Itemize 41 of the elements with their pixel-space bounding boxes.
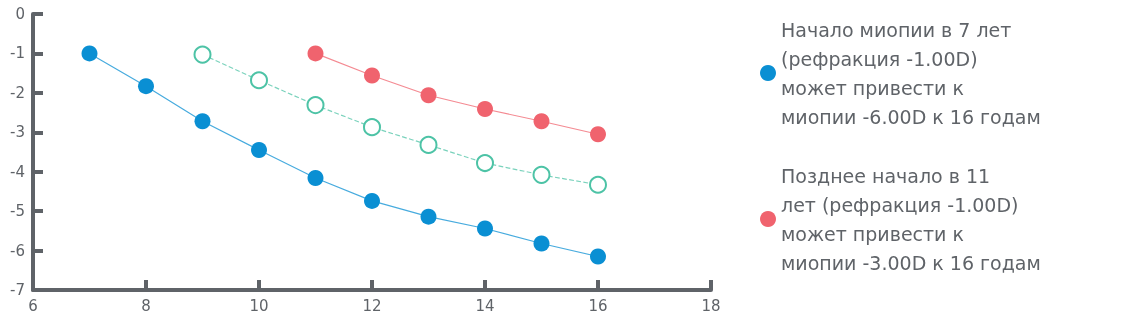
- x-tick-label: 8: [141, 296, 151, 315]
- y-tick-label: -3: [10, 123, 25, 142]
- y-tick-label: -2: [10, 83, 25, 102]
- point: [477, 101, 493, 118]
- y-tick-label: -6: [10, 241, 25, 260]
- y-tick-label: -1: [10, 44, 25, 63]
- point: [590, 248, 606, 265]
- point: [138, 78, 154, 95]
- y-tick-label: -4: [10, 162, 25, 181]
- point: [363, 118, 381, 137]
- legend-label: Позднее начало в 11 лет (рефракция -1.00D) может привести к миопии -3.00D к 16 годам: [781, 164, 1041, 274]
- point: [419, 135, 438, 154]
- legend-label: Начало миопии в 7 лет (рефракция -1.00D) может привести к миопии -6.00D к 16 годам: [781, 18, 1041, 128]
- point: [307, 45, 324, 62]
- point: [533, 235, 550, 252]
- point: [533, 113, 550, 130]
- x-tick-label: 14: [475, 296, 495, 315]
- y-tick-label: 0: [15, 5, 25, 23]
- point: [193, 45, 212, 64]
- point: [476, 154, 494, 173]
- point: [194, 113, 211, 130]
- x-tick-label: 10: [249, 296, 269, 315]
- point: [420, 208, 437, 225]
- point: [364, 192, 380, 209]
- point: [250, 71, 268, 90]
- x-tick-label: 16: [588, 296, 608, 315]
- y-tick-label: -5: [10, 202, 25, 221]
- point: [251, 142, 267, 159]
- y-tick-label: -7: [10, 281, 25, 299]
- point: [420, 87, 437, 104]
- point: [364, 67, 380, 84]
- x-tick-label: 12: [362, 296, 382, 315]
- point: [532, 165, 551, 184]
- x-tick-label: 18: [701, 296, 721, 315]
- point: [306, 96, 325, 115]
- point: [590, 126, 606, 143]
- x-tick-label: 6: [28, 296, 38, 315]
- point: [81, 45, 98, 62]
- point: [589, 175, 607, 194]
- point: [477, 220, 493, 237]
- point: [307, 170, 324, 187]
